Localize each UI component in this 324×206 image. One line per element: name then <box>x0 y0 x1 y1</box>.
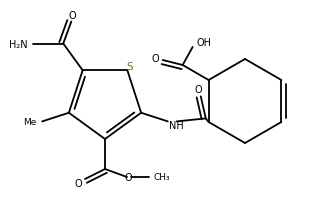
Text: Me: Me <box>23 117 36 126</box>
Text: NH: NH <box>169 121 183 131</box>
Text: S: S <box>126 62 133 72</box>
Text: O: O <box>124 172 132 182</box>
Text: O: O <box>195 85 202 95</box>
Text: O: O <box>74 178 82 188</box>
Text: H₂N: H₂N <box>9 39 27 49</box>
Text: O: O <box>152 54 159 64</box>
Text: CH₃: CH₃ <box>153 173 170 182</box>
Text: OH: OH <box>197 38 212 48</box>
Text: O: O <box>68 11 76 20</box>
